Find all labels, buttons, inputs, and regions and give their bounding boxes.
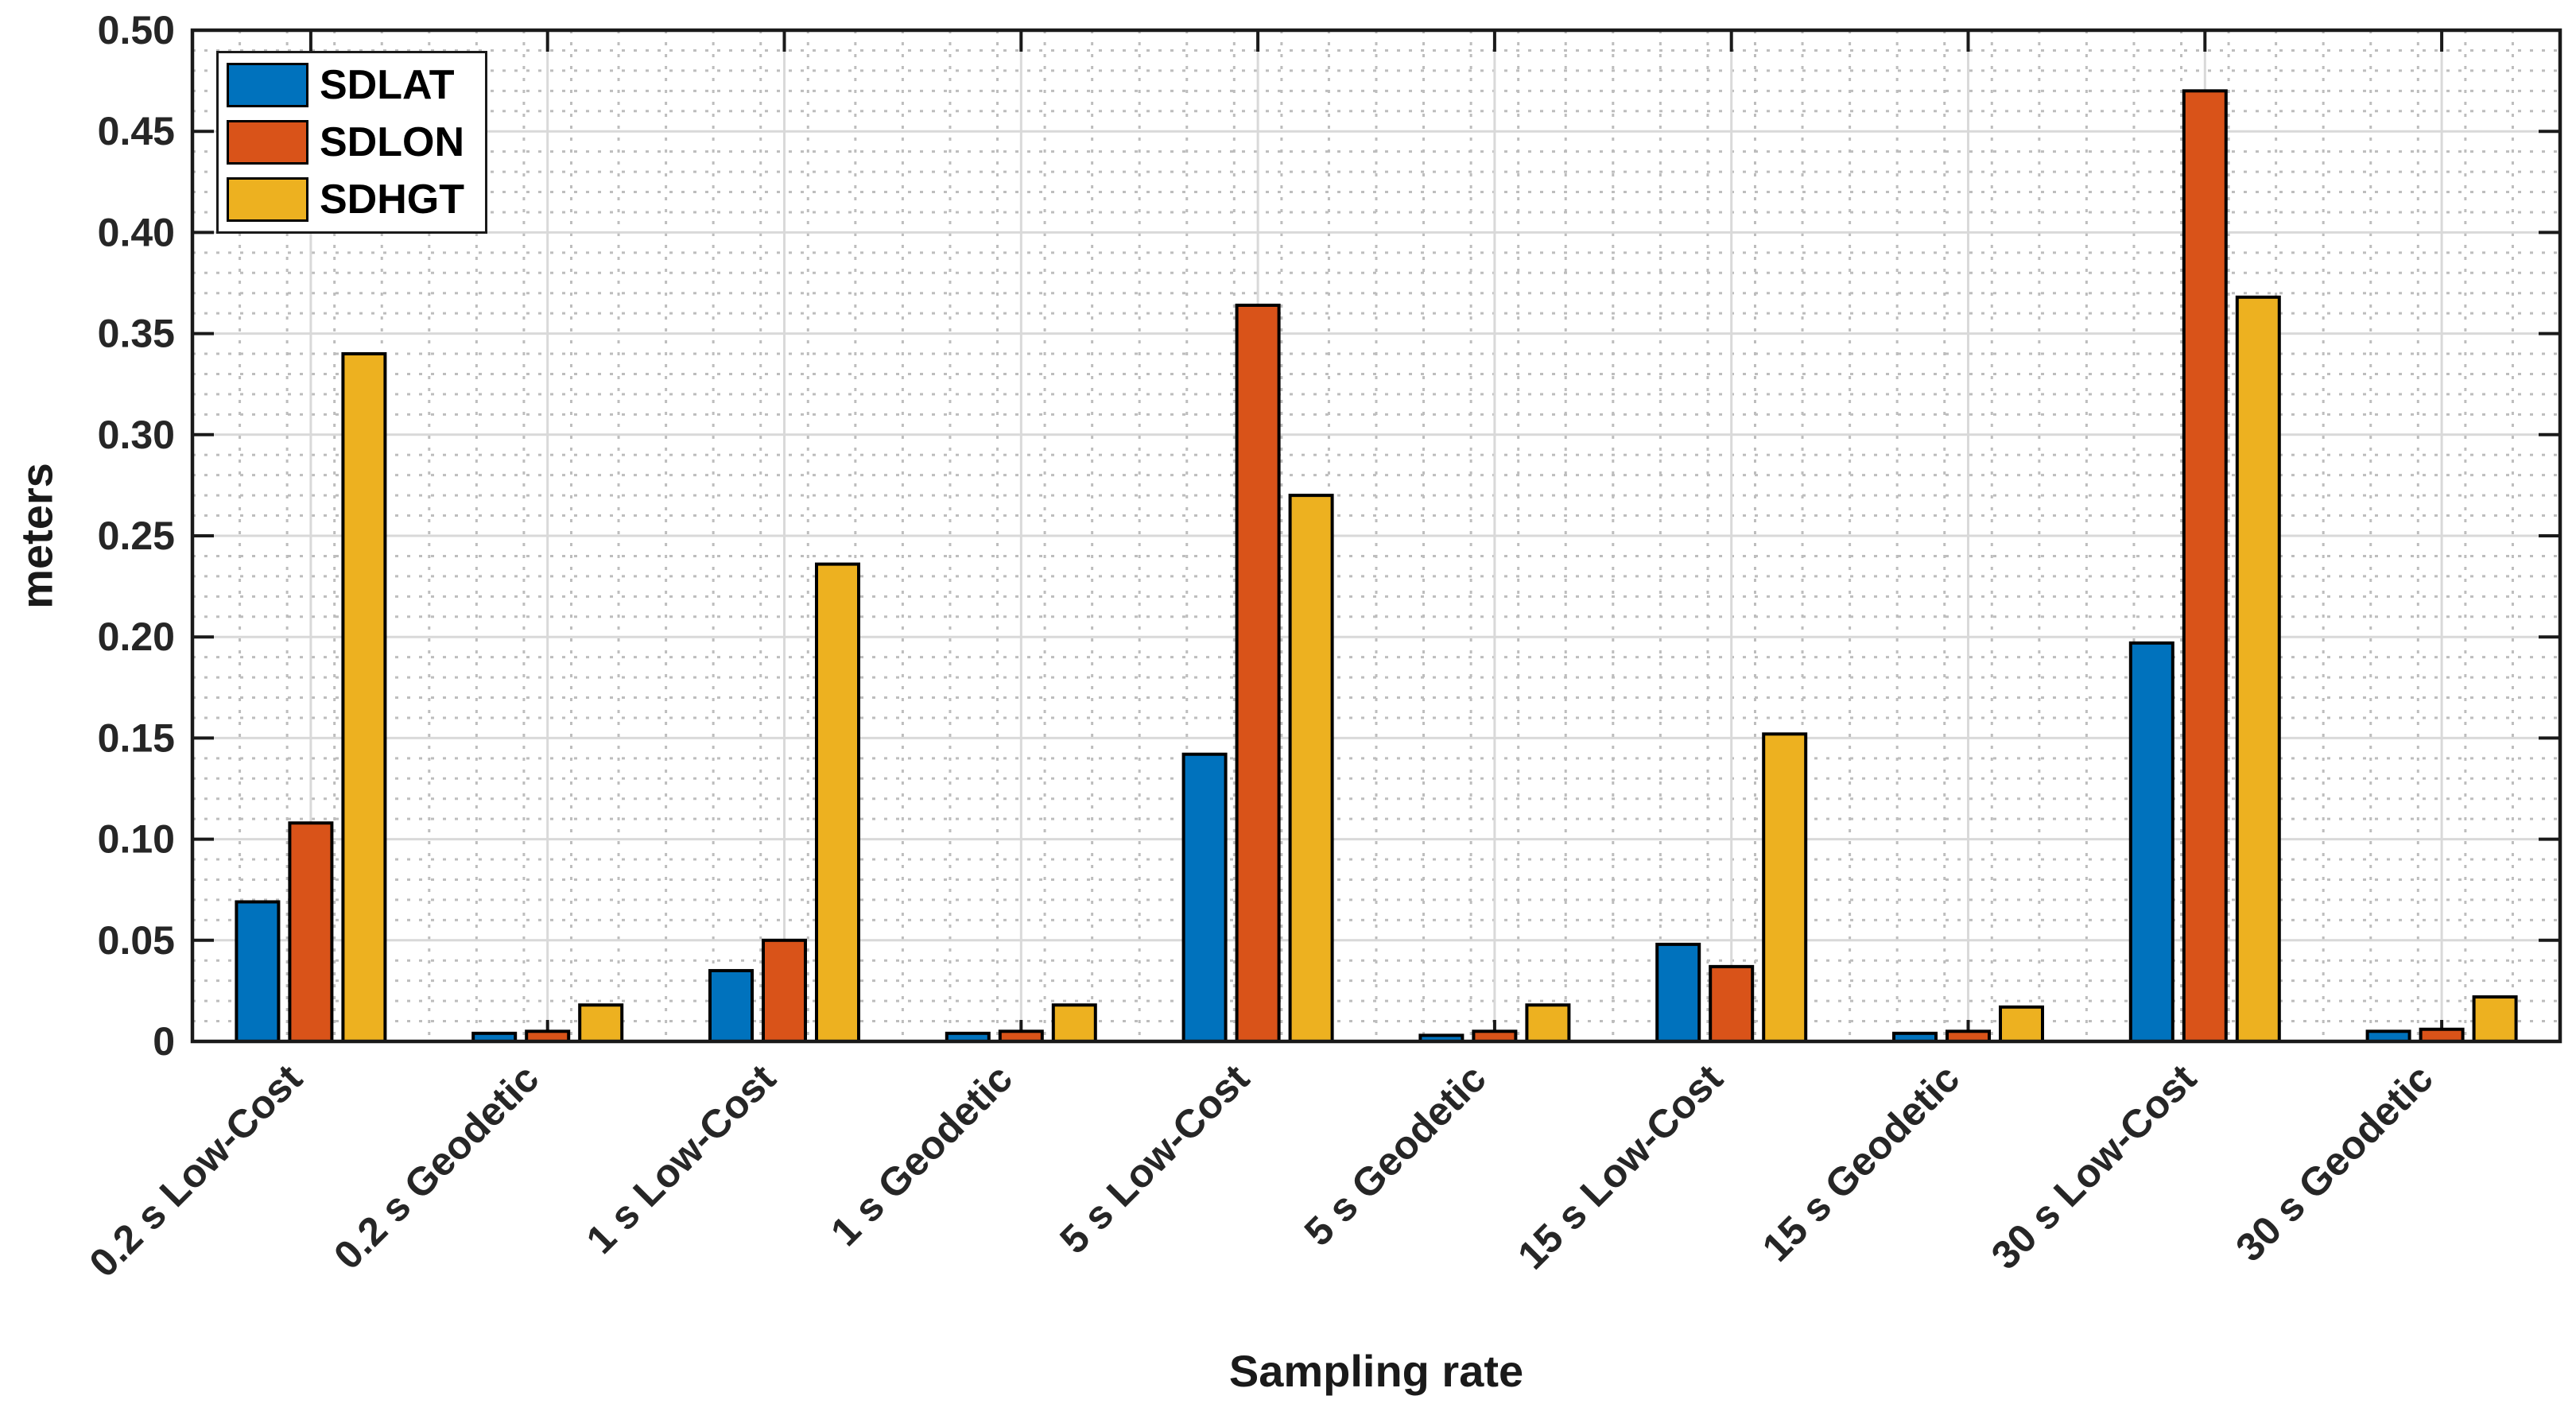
bar-sdhgt-4 <box>1288 494 1334 1043</box>
x-tick-label: 15 s Geodetic <box>1754 1056 1969 1270</box>
y-tick-label: 0.15 <box>98 715 175 760</box>
y-tick-label: 0.25 <box>98 514 175 558</box>
bar-sdlon-2 <box>762 938 807 1044</box>
axes-box <box>190 28 2562 1044</box>
bar-sdhgt-1 <box>578 1003 624 1044</box>
bar-sdhgt-2 <box>815 562 860 1043</box>
y-tick-label: 0.05 <box>98 918 175 963</box>
x-tick-label: 15 s Low-Cost <box>1509 1056 1732 1278</box>
bar-sdlon-9 <box>2419 1027 2465 1043</box>
x-tick-label: 30 s Geodetic <box>2227 1056 2442 1270</box>
bar-sdlat-2 <box>708 968 754 1043</box>
y-tick-label: 0.10 <box>98 817 175 862</box>
bar-sdlat-6 <box>1655 942 1701 1043</box>
y-tick-label: 0.40 <box>98 210 175 254</box>
y-tick-label: 0 <box>153 1019 175 1064</box>
bar-sdhgt-6 <box>1762 732 1808 1043</box>
y-tick-label: 0.45 <box>98 109 175 153</box>
legend-label-sdhgt: SDHGT <box>320 176 464 223</box>
bar-sdlon-0 <box>288 821 334 1044</box>
bar-sdhgt-3 <box>1051 1003 1097 1044</box>
y-tick-label: 0.50 <box>98 8 175 52</box>
x-tick-label: 5 s Low-Cost <box>1051 1056 1258 1262</box>
x-axis-title: Sampling rate <box>1228 1346 1524 1396</box>
bar-sdlat-0 <box>235 900 281 1043</box>
x-tick-label: 0.2 s Low-Cost <box>81 1056 311 1285</box>
bar-sdhgt-9 <box>2472 995 2518 1043</box>
bar-sdhgt-0 <box>341 352 387 1044</box>
bar-sdlon-8 <box>2182 89 2228 1044</box>
bar-sdlon-6 <box>1709 964 1755 1043</box>
legend: SDLAT SDLON SDHGT <box>216 51 487 234</box>
x-tick-label: 1 s Low-Cost <box>578 1056 785 1262</box>
legend-swatch-sdlon <box>227 120 308 165</box>
legend-item-sdhgt: SDHGT <box>227 177 464 222</box>
y-tick-label: 0.30 <box>98 413 175 457</box>
y-tick-label: 0.35 <box>98 312 175 356</box>
bar-sdhgt-7 <box>1999 1005 2044 1043</box>
bar-sdlat-8 <box>2128 641 2174 1043</box>
bar-sdhgt-5 <box>1525 1003 1571 1044</box>
legend-item-sdlon: SDLON <box>227 120 464 165</box>
legend-label-sdlon: SDLON <box>320 119 464 165</box>
legend-swatch-sdhgt <box>227 177 308 222</box>
legend-item-sdlat: SDLAT <box>227 63 464 107</box>
bar-sdhgt-8 <box>2235 295 2281 1044</box>
x-tick-label: 5 s Geodetic <box>1296 1056 1495 1254</box>
bar-sdlon-4 <box>1235 303 1281 1043</box>
legend-swatch-sdlat <box>227 63 308 107</box>
x-tick-label: 1 s Geodetic <box>822 1056 1021 1254</box>
legend-label-sdlat: SDLAT <box>320 62 455 108</box>
y-tick-label: 0.20 <box>98 615 175 659</box>
bar-sdlat-4 <box>1181 752 1228 1043</box>
x-tick-label: 0.2 s Geodetic <box>325 1056 547 1278</box>
y-axis-title: meters <box>11 463 62 609</box>
x-tick-label: 30 s Low-Cost <box>1983 1056 2206 1278</box>
